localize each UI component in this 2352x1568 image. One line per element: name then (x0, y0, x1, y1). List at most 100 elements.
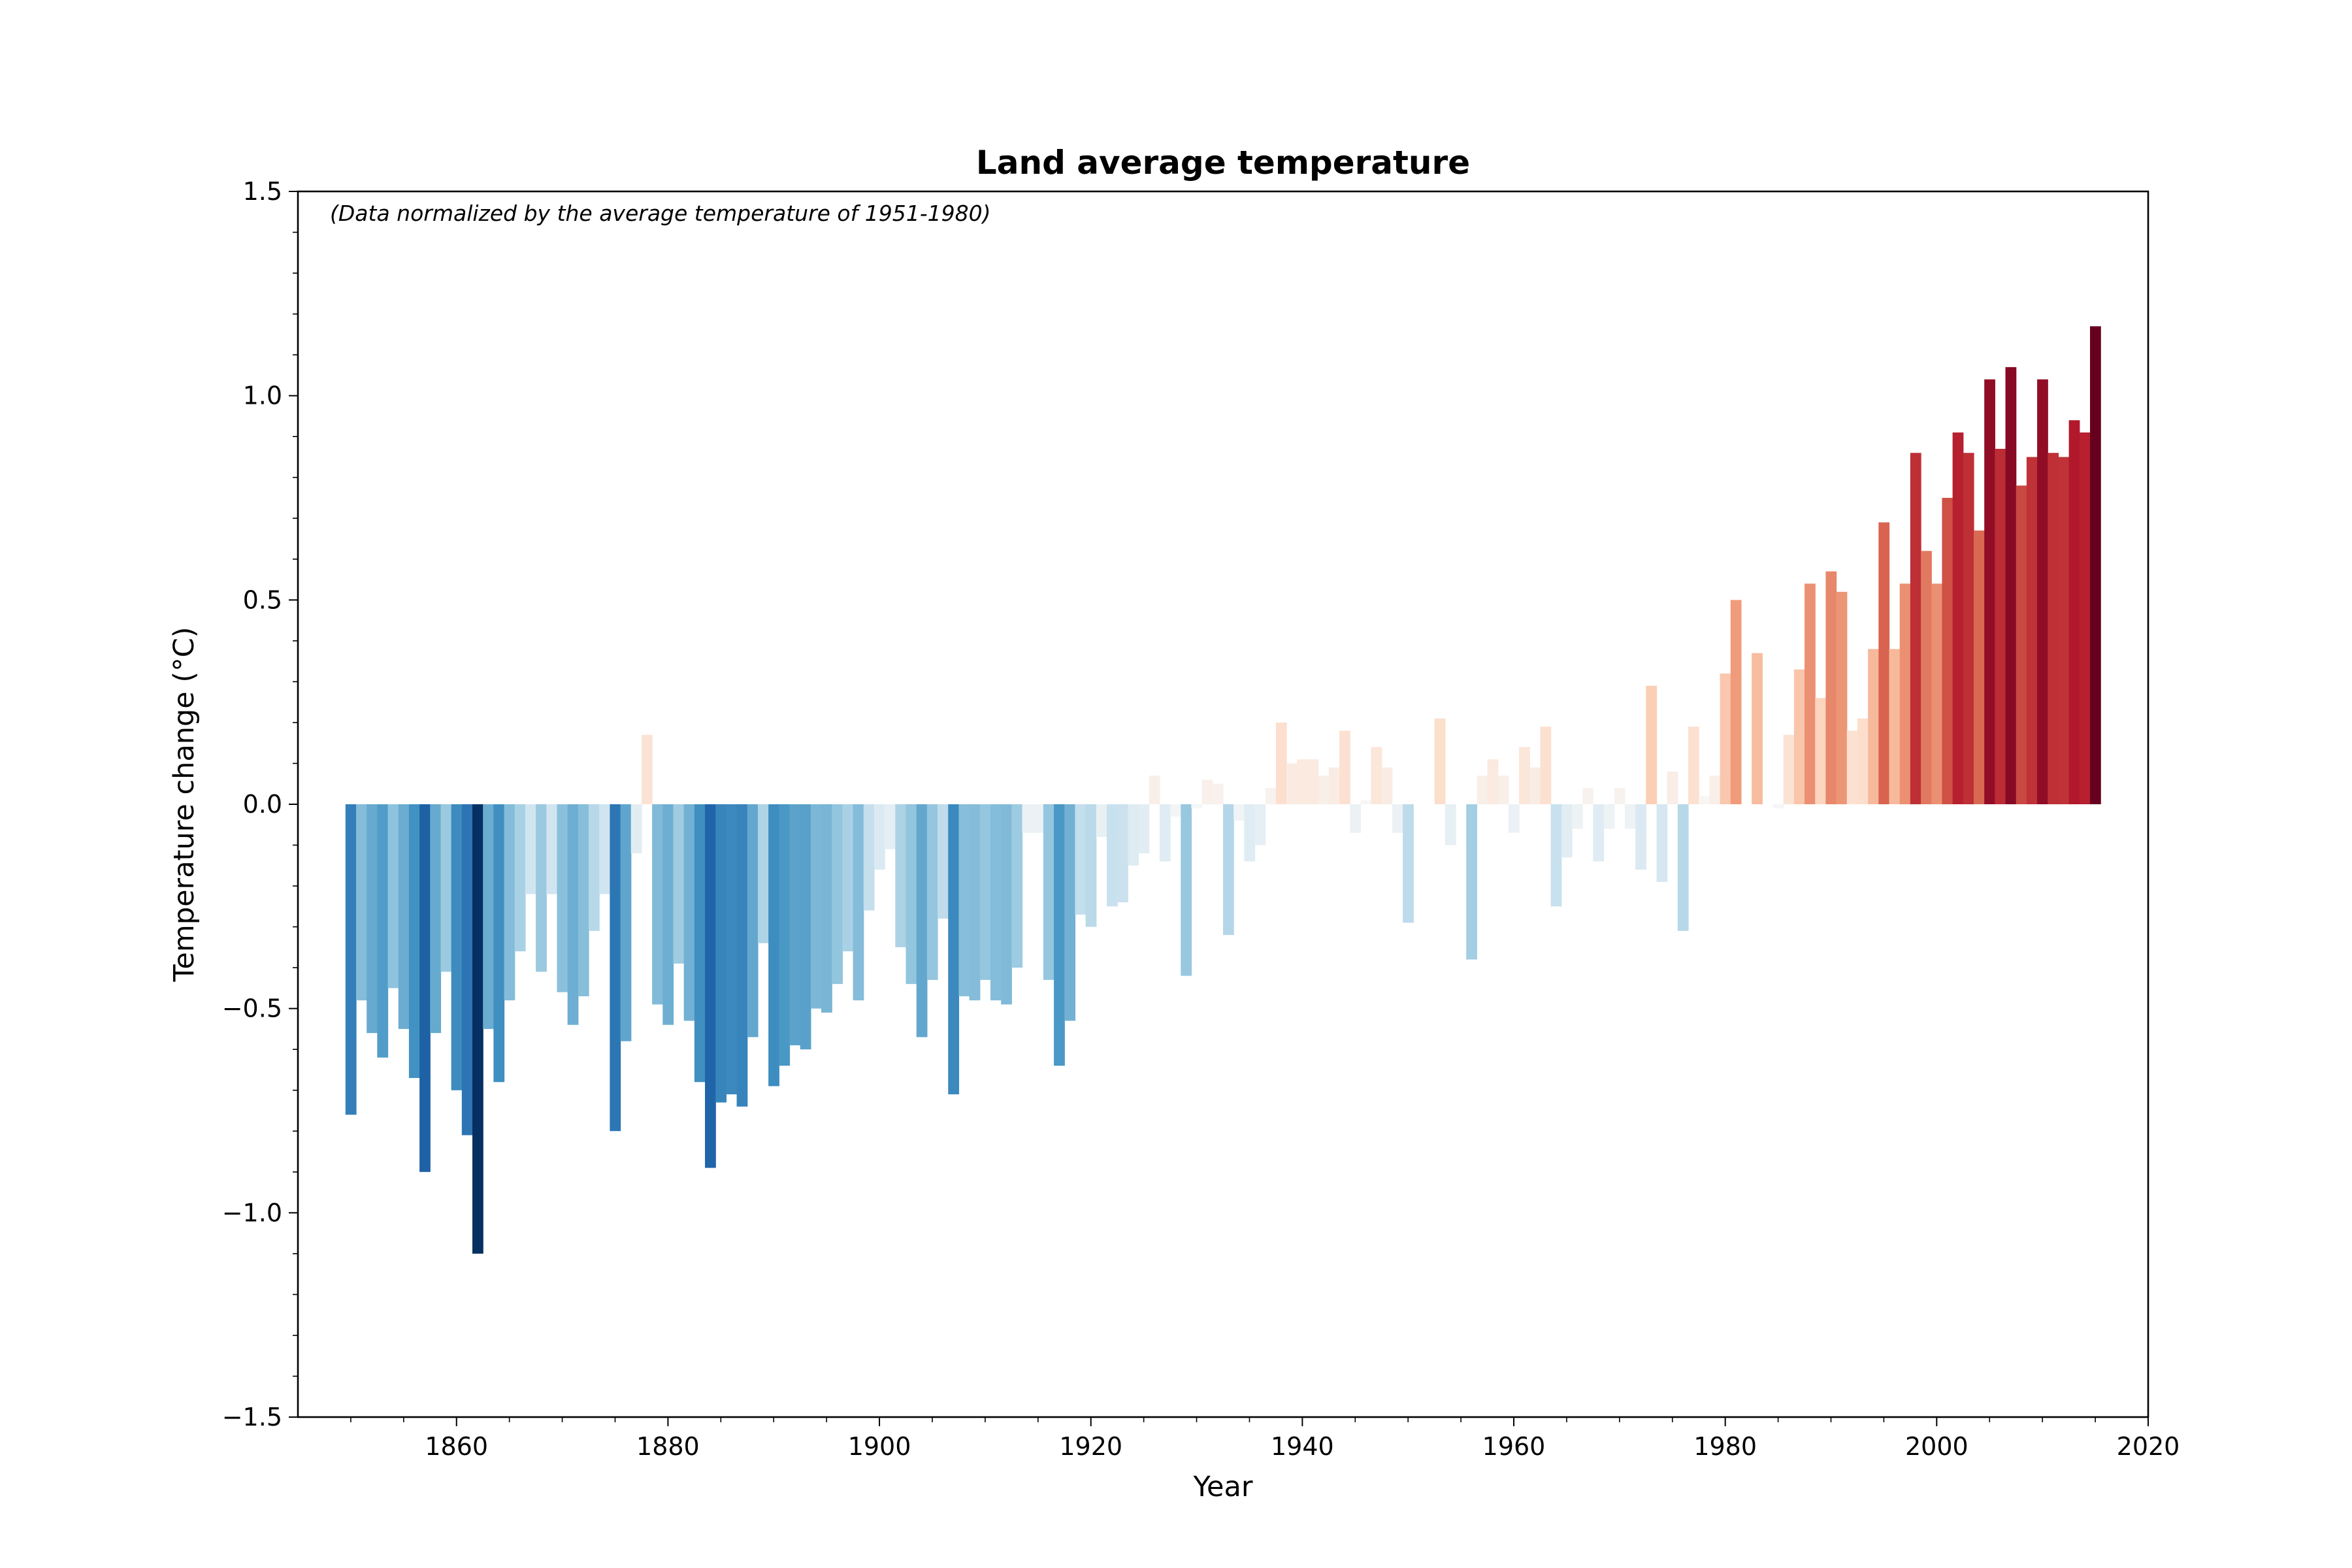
bar-1992 (1846, 730, 1858, 804)
bar-1860 (451, 804, 463, 1090)
bar-1893 (800, 804, 811, 1050)
bar-1987 (1793, 669, 1805, 804)
bar-1871 (567, 804, 579, 1025)
bar-1878 (641, 734, 653, 804)
bar-1924 (1128, 804, 1139, 866)
x-axis-label: Year (1192, 1471, 1252, 1503)
bar-2012 (2058, 457, 2070, 804)
bar-1949 (1392, 804, 1403, 833)
bar-2015 (2089, 326, 2101, 804)
y-tick-label: −1.0 (222, 1198, 282, 1227)
bar-1990 (1825, 571, 1837, 804)
bar-2003 (1963, 453, 1974, 804)
bar-1910 (979, 804, 991, 980)
bar-1986 (1783, 734, 1795, 804)
bar-1923 (1117, 804, 1128, 903)
bar-1950 (1403, 804, 1414, 923)
bar-2008 (2016, 485, 2027, 804)
bar-2014 (2079, 432, 2091, 804)
bar-1873 (589, 804, 600, 931)
bar-1855 (398, 804, 410, 1029)
bar-1914 (1022, 804, 1034, 833)
bar-2010 (2037, 379, 2048, 804)
bar-1881 (673, 804, 685, 964)
bar-2011 (2048, 453, 2059, 804)
x-tick-label: 1860 (425, 1432, 488, 1461)
bar-1877 (630, 804, 642, 854)
bar-1993 (1857, 718, 1869, 804)
bar-1974 (1656, 804, 1668, 882)
bar-1947 (1371, 747, 1382, 804)
bar-1948 (1381, 767, 1393, 804)
bar-1894 (810, 804, 822, 1009)
bar-1922 (1106, 804, 1118, 907)
bar-1954 (1445, 804, 1456, 845)
bar-1851 (356, 804, 367, 1001)
bar-1856 (408, 804, 420, 1078)
bar-1874 (599, 804, 610, 894)
bar-1979 (1709, 776, 1721, 804)
x-tick-label: 2000 (1905, 1432, 1968, 1461)
bar-1929 (1181, 804, 1192, 976)
bar-2004 (1973, 531, 1985, 804)
y-tick-label: 1.5 (243, 177, 282, 206)
bar-1875 (610, 804, 621, 1132)
bar-1936 (1254, 804, 1266, 845)
bar-1971 (1624, 804, 1636, 829)
bar-2013 (2068, 420, 2080, 804)
bar-1872 (578, 804, 589, 996)
bar-2005 (1984, 379, 1995, 804)
bar-1884 (705, 804, 716, 1168)
bar-1861 (461, 804, 473, 1135)
bar-1988 (1805, 583, 1816, 804)
bar-1912 (1001, 804, 1012, 1005)
x-tick-label: 1920 (1059, 1432, 1122, 1461)
bar-1965 (1561, 804, 1573, 858)
x-tick-label: 1940 (1271, 1432, 1334, 1461)
x-tick-label: 1980 (1693, 1432, 1757, 1461)
bar-1994 (1868, 649, 1879, 804)
bar-2000 (1931, 583, 1943, 804)
bar-1985 (1772, 804, 1784, 809)
bar-1991 (1836, 591, 1848, 804)
bar-2009 (2026, 457, 2038, 804)
bar-1920 (1085, 804, 1097, 927)
bar-1850 (345, 804, 357, 1115)
bar-1865 (504, 804, 515, 1001)
bar-1870 (557, 804, 568, 992)
bar-1917 (1054, 804, 1065, 1066)
bar-1935 (1244, 804, 1256, 862)
x-tick-label: 1960 (1482, 1432, 1546, 1461)
bar-1940 (1297, 759, 1309, 804)
y-axis-label: Temperature change (°C) (168, 627, 201, 982)
bar-1906 (938, 804, 949, 919)
bar-1978 (1699, 796, 1710, 804)
bar-1964 (1550, 804, 1562, 907)
bar-1911 (990, 804, 1002, 1001)
bar-1889 (757, 804, 769, 943)
bar-1938 (1275, 722, 1287, 804)
bar-1919 (1075, 804, 1086, 915)
bar-1859 (440, 804, 452, 972)
bar-1909 (969, 804, 981, 1001)
bar-series (345, 326, 2101, 1254)
bar-1891 (779, 804, 791, 1066)
bar-1901 (885, 804, 896, 849)
bar-1973 (1646, 685, 1658, 804)
bar-1883 (694, 804, 706, 1083)
bar-1869 (546, 804, 558, 894)
bar-1905 (926, 804, 938, 980)
bar-1937 (1265, 787, 1277, 804)
bar-1928 (1170, 804, 1181, 817)
bar-1915 (1032, 804, 1044, 833)
bar-1945 (1350, 804, 1361, 833)
bar-1962 (1529, 767, 1541, 804)
bar-1880 (662, 804, 674, 1025)
bar-1939 (1286, 763, 1298, 804)
bar-1969 (1603, 804, 1615, 829)
bar-1897 (842, 804, 854, 952)
bar-1907 (948, 804, 960, 1094)
bar-1879 (652, 804, 663, 1005)
bar-1996 (1889, 649, 1901, 804)
y-axis: −1.5 −1.0 −0.5 0.0 0.5 1.0 1.5 (222, 177, 298, 1431)
